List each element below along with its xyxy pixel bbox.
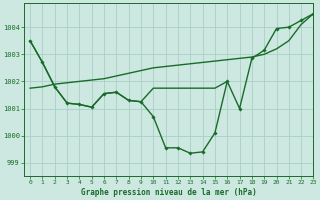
X-axis label: Graphe pression niveau de la mer (hPa): Graphe pression niveau de la mer (hPa): [81, 188, 257, 197]
